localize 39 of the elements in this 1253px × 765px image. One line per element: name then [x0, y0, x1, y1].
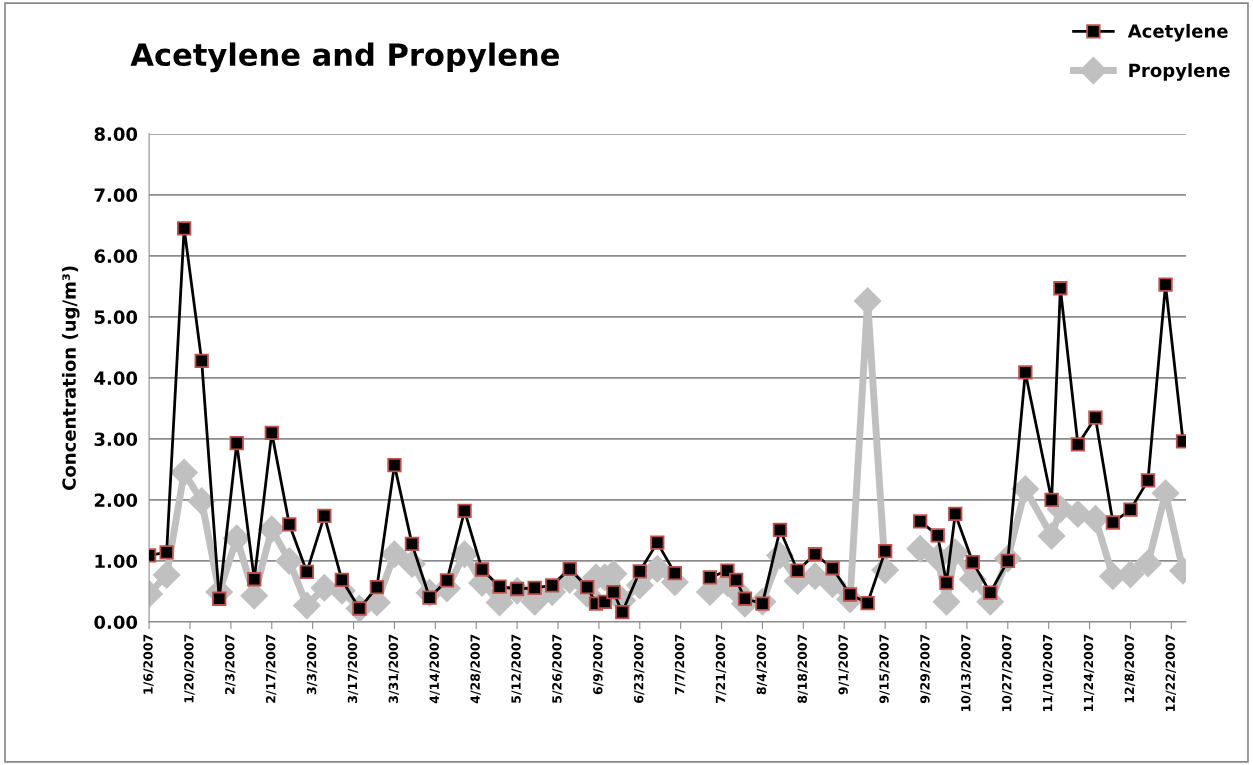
x-tick-label: 11/10/2007	[1042, 634, 1054, 712]
x-tick-label: 2/17/2007	[265, 634, 277, 703]
y-tick-label: 6.00	[94, 249, 138, 264]
y-tick-label: 5.00	[94, 310, 138, 325]
x-tick-label: 10/13/2007	[961, 634, 972, 712]
x-tick-label: 6/23/2007	[633, 634, 645, 703]
x-tick-label: 4/14/2007	[429, 634, 440, 704]
x-tick-label: 6/9/2007	[593, 634, 604, 695]
y-axis-title: Concentration (ug/m³)	[61, 266, 80, 491]
x-tick-label: 10/27/2007	[1001, 634, 1013, 712]
y-tick-label: 1.00	[95, 554, 138, 569]
x-tick-label: 9/15/2007	[879, 634, 890, 704]
x-tick-label: 12/8/2007	[1124, 634, 1136, 703]
x-tick-label: 3/3/2007	[306, 634, 318, 695]
y-tick-label: 8.00	[94, 127, 138, 141]
x-tick-label: 5/12/2007	[511, 634, 522, 703]
x-tick-label: 12/22/2007	[1165, 634, 1176, 712]
x-tick-label: 8/4/2007	[756, 634, 768, 695]
x-tick-label: 7/21/2007	[715, 634, 727, 703]
legend-label: Propylene	[1129, 63, 1230, 81]
x-tick-label: 1/6/2007	[143, 634, 154, 694]
x-tick-label: 8/18/2007	[797, 634, 808, 703]
y-tick-label: 7.00	[94, 188, 138, 202]
x-tick-label: 3/17/2007	[347, 634, 359, 703]
y-tick-label: 0.00	[94, 615, 138, 630]
y-tick-label: 4.00	[94, 371, 138, 386]
x-tick-label: 7/7/2007	[674, 634, 686, 695]
x-tick-label: 9/29/2007	[920, 634, 931, 704]
x-tick-label: 4/28/2007	[470, 634, 481, 704]
x-tick-label: 3/31/2007	[388, 634, 400, 703]
x-tick-label: 9/1/2007	[838, 634, 849, 695]
x-tick-label: 11/24/2007	[1083, 634, 1095, 712]
y-tick-label: 3.00	[94, 432, 138, 447]
y-tick-label: 2.00	[94, 493, 138, 508]
x-tick-label: 5/26/2007	[552, 634, 563, 703]
chart-title: Acetylene and Propylene	[130, 42, 559, 73]
legend-label: Acetylene	[1127, 23, 1228, 42]
x-tick-label: 1/20/2007	[184, 634, 195, 703]
x-tick-label: 2/3/2007	[225, 634, 236, 695]
